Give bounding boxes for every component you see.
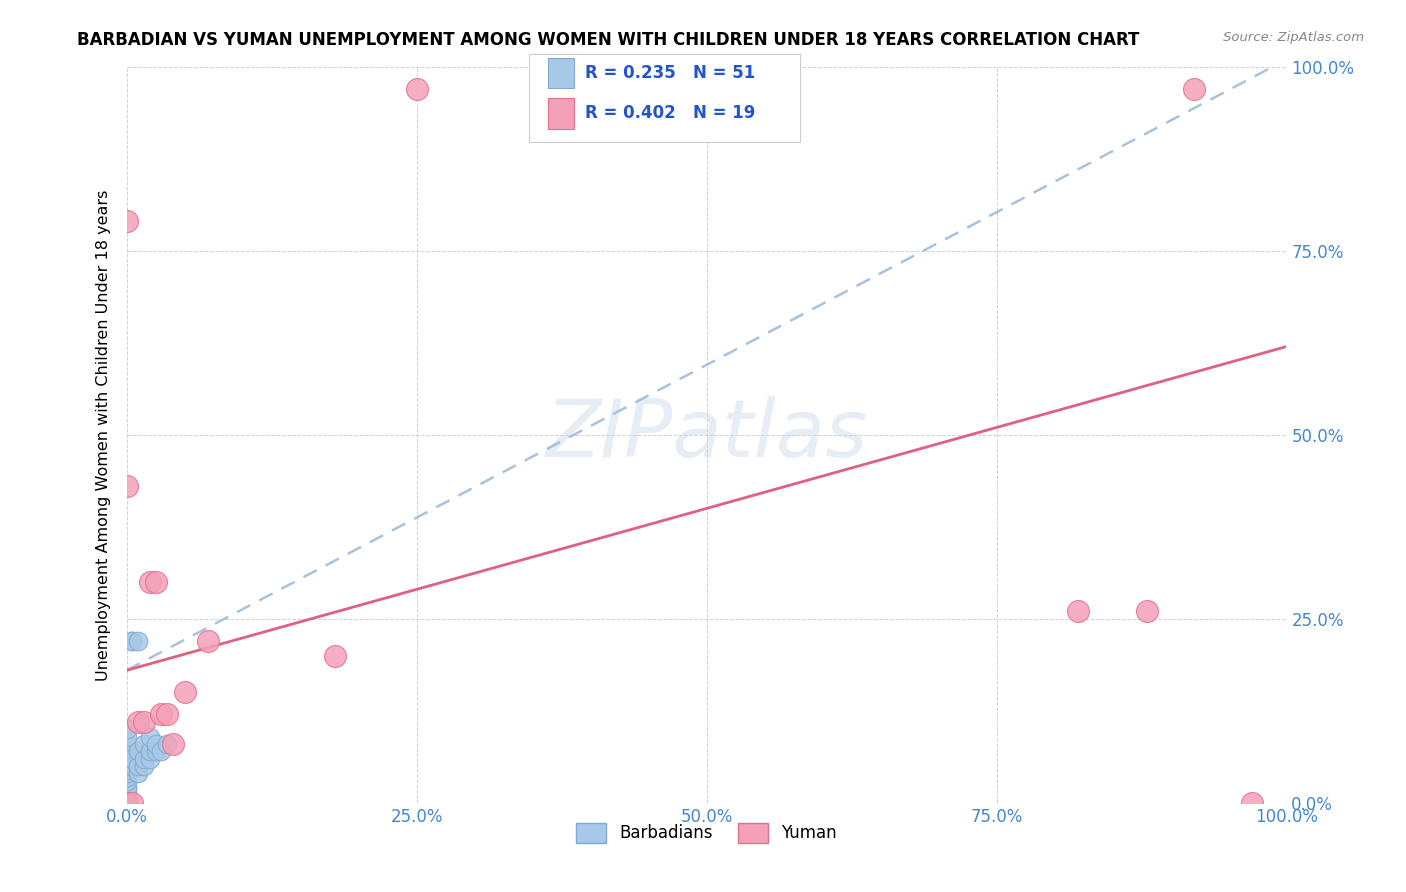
Point — [121, 633, 143, 648]
Point — [115, 781, 138, 796]
Point — [115, 796, 138, 810]
Point — [132, 737, 155, 751]
Text: ZIPatlas: ZIPatlas — [546, 396, 868, 474]
Point — [121, 759, 143, 773]
Point — [115, 789, 138, 803]
Legend: Barbadians, Yuman: Barbadians, Yuman — [569, 816, 844, 850]
Point — [115, 796, 138, 810]
Point — [405, 82, 427, 96]
Point — [115, 796, 138, 810]
Point — [127, 714, 149, 729]
Point — [127, 744, 149, 758]
Point — [115, 479, 138, 493]
Point — [115, 781, 138, 796]
Point — [138, 751, 162, 765]
Y-axis label: Unemployment Among Women with Children Under 18 years: Unemployment Among Women with Children U… — [96, 189, 111, 681]
Point — [115, 792, 138, 806]
Point — [323, 648, 347, 663]
Point — [115, 796, 138, 810]
Point — [1067, 605, 1090, 619]
Point — [115, 730, 138, 744]
Point — [115, 796, 138, 810]
Text: Source: ZipAtlas.com: Source: ZipAtlas.com — [1223, 31, 1364, 45]
Point — [115, 796, 138, 810]
Point — [132, 759, 155, 773]
Point — [127, 766, 149, 780]
Point — [1240, 796, 1263, 810]
Point — [121, 751, 143, 765]
Point — [115, 773, 138, 788]
Point — [115, 796, 138, 810]
Point — [115, 751, 138, 765]
Point — [115, 796, 138, 810]
Point — [197, 633, 219, 648]
Point — [115, 796, 138, 810]
Point — [115, 737, 138, 751]
Point — [115, 789, 138, 803]
Point — [115, 796, 138, 810]
Point — [115, 759, 138, 773]
Point — [115, 214, 138, 228]
Point — [115, 796, 138, 810]
Point — [150, 744, 173, 758]
Point — [132, 714, 155, 729]
Point — [145, 744, 167, 758]
Point — [121, 633, 143, 648]
Point — [127, 633, 149, 648]
Point — [1182, 82, 1205, 96]
Point — [115, 756, 138, 770]
Point — [127, 759, 149, 773]
Point — [132, 751, 155, 765]
Point — [115, 796, 138, 810]
Point — [156, 707, 179, 722]
Point — [115, 796, 138, 810]
Point — [162, 737, 184, 751]
Point — [138, 575, 162, 590]
Point — [115, 796, 138, 810]
Point — [138, 730, 162, 744]
Point — [115, 796, 138, 810]
Point — [115, 792, 138, 806]
Point — [115, 723, 138, 737]
Point — [145, 737, 167, 751]
Point — [173, 685, 195, 699]
Point — [156, 737, 179, 751]
Text: BARBADIAN VS YUMAN UNEMPLOYMENT AMONG WOMEN WITH CHILDREN UNDER 18 YEARS CORRELA: BARBADIAN VS YUMAN UNEMPLOYMENT AMONG WO… — [77, 31, 1140, 49]
Point — [1136, 605, 1159, 619]
Point — [115, 796, 138, 810]
Point — [145, 575, 167, 590]
Point — [115, 766, 138, 780]
Point — [115, 796, 138, 810]
Point — [115, 770, 138, 784]
Point — [150, 707, 173, 722]
Text: R = 0.235   N = 51: R = 0.235 N = 51 — [585, 64, 755, 82]
Point — [115, 744, 138, 758]
Point — [138, 744, 162, 758]
Point — [121, 796, 143, 810]
Text: R = 0.402   N = 19: R = 0.402 N = 19 — [585, 104, 755, 122]
Point — [115, 763, 138, 777]
